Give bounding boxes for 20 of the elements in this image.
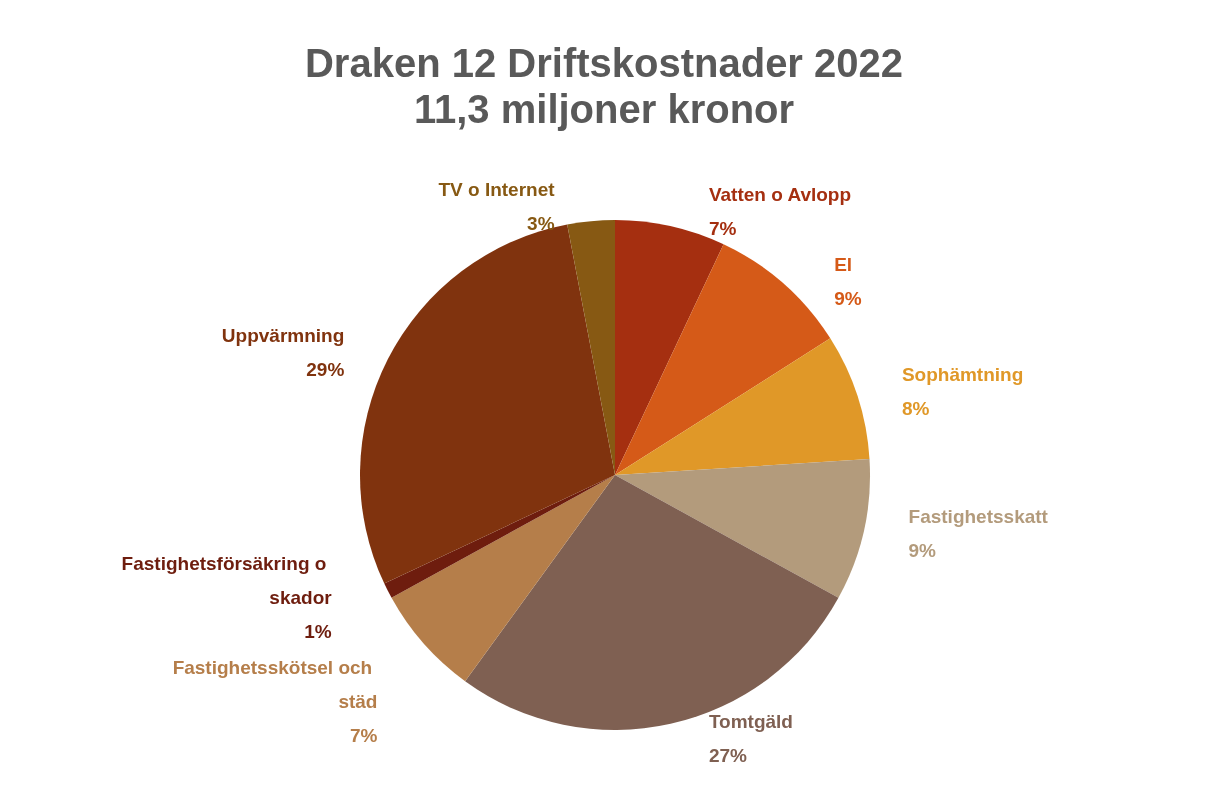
slice-label: Uppvärmning <box>221 324 345 346</box>
chart-title: Draken 12 Driftskostnader 2022 <box>304 41 904 85</box>
data-label: 3% <box>527 212 555 234</box>
data-label: 8% <box>901 398 930 420</box>
slice-label: Tomtgäld <box>708 711 793 732</box>
data-label: 27% <box>708 745 748 766</box>
data-label: 9% <box>908 540 937 562</box>
slice-label: Sophämtning <box>901 364 1024 386</box>
data-label: 7% <box>708 218 737 239</box>
slice-label: Fastighetsskötsel och städ <box>172 657 378 713</box>
slice-label: Vatten o Avlopp <box>708 184 852 205</box>
data-label: 1% <box>304 621 332 643</box>
slice-label: TV o Internet <box>438 178 556 200</box>
slice-label: Fastighetsskatt <box>908 506 1049 528</box>
data-label: 7% <box>350 725 378 747</box>
slice-label: El <box>834 254 853 275</box>
chart-subtitle: 11,3 miljoner kronor <box>413 87 795 131</box>
slice-label: Fastighetsförsäkring o skador <box>121 553 333 609</box>
data-label: 29% <box>306 358 345 380</box>
data-label: 9% <box>834 288 862 309</box>
